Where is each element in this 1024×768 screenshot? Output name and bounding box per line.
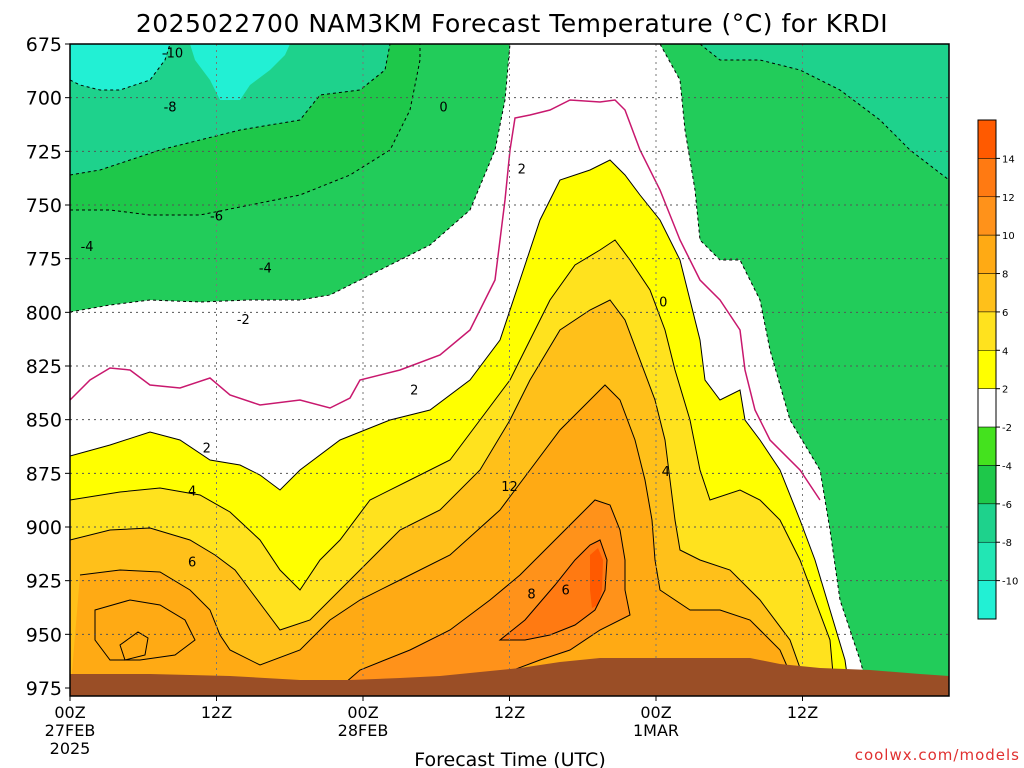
- legend-label: -10: [1002, 577, 1018, 588]
- contour-label: 12: [501, 480, 518, 495]
- contour-label: 0: [659, 296, 667, 311]
- contour-line-12c-left: [119, 631, 149, 661]
- x-tick-label: 00Z: [347, 703, 378, 722]
- x-tick-label: 1MAR: [633, 721, 679, 740]
- legend-label: 12: [1002, 193, 1015, 204]
- y-tick-label: 800: [26, 302, 62, 324]
- legend-label: -8: [1002, 538, 1012, 549]
- fill-minus10-region: [70, 44, 300, 100]
- legend-swatch: [977, 503, 997, 543]
- contour-line-upper-right: [699, 44, 949, 181]
- legend-swatch: [977, 273, 997, 313]
- contour-label: 6: [188, 555, 196, 570]
- fill-upper-right-region: [700, 44, 949, 180]
- fill-12c-region: [500, 540, 607, 640]
- contour-line-minus8: [70, 44, 171, 91]
- y-tick-label: 925: [26, 571, 62, 593]
- legend-label: 2: [1002, 385, 1008, 396]
- x-tick-label: 12Z: [494, 703, 525, 722]
- y-tick-label: 675: [26, 34, 62, 56]
- x-tick-label: 2025: [50, 739, 91, 758]
- contour-label: 4: [188, 485, 196, 500]
- contour-label: -2: [237, 313, 250, 328]
- y-tick-label: 775: [26, 249, 62, 271]
- y-tick-label: 950: [26, 624, 62, 646]
- contour-label: 2: [203, 442, 211, 457]
- contour-label: 8: [527, 588, 535, 603]
- terrain-ground: [70, 658, 949, 696]
- chart-title: 2025022700 NAM3KM Forecast Temperature (…: [136, 9, 888, 38]
- y-tick-label: 750: [26, 195, 62, 217]
- contour-labels: -10 -8 -6 -4 -4 -2 0 0 2 2 2 4 4 6 6 8 12: [81, 47, 670, 603]
- x-tick-label: 12Z: [787, 703, 818, 722]
- y-tick-label: 825: [26, 356, 62, 378]
- x-axis-title: Forecast Time (UTC): [414, 749, 605, 768]
- legend-label: -6: [1002, 500, 1012, 511]
- legend-label: 14: [1002, 154, 1015, 165]
- contour-line-10c: [329, 499, 631, 696]
- y-tick-label: 875: [26, 463, 62, 485]
- contour-label: -8: [164, 100, 177, 115]
- contour-line-4c: [70, 239, 836, 696]
- x-tick-label: 00Z: [54, 703, 85, 722]
- contour-line-minus4: [70, 44, 421, 216]
- cold-contour-lines: [70, 44, 949, 696]
- grid-lines: [70, 44, 949, 696]
- contour-label: 6: [562, 583, 570, 598]
- legend-swatch: [977, 465, 997, 505]
- legend-swatch: [977, 234, 997, 274]
- contour-line-right-minus2: [659, 44, 871, 696]
- contour-line-minus2: [70, 44, 511, 313]
- y-tick-label: 700: [26, 88, 62, 110]
- x-tick-label: 27FEB: [45, 721, 96, 740]
- fill-10c-region: [330, 500, 630, 696]
- watermark: coolwx.com/models: [855, 746, 1020, 764]
- freezing-lines: [70, 99, 821, 501]
- contour-label: -4: [81, 240, 94, 255]
- y-axis: 675 700 725 750 775 800 825 850 875 900 925 950 975: [26, 34, 70, 700]
- contour-label: 2: [410, 384, 418, 399]
- contour-line-6c: [70, 299, 811, 696]
- legend-label: 10: [1002, 231, 1015, 242]
- y-tick-label: 850: [26, 410, 62, 432]
- contour-line-minus6: [70, 44, 391, 176]
- x-tick-label: 00Z: [640, 703, 671, 722]
- contour-label: 4: [662, 465, 670, 480]
- legend-label: 6: [1002, 308, 1008, 319]
- legend-swatch: [977, 388, 997, 428]
- contour-label: 2: [518, 163, 526, 178]
- contour-line-12c: [498, 539, 608, 641]
- freezing-line-lower: [70, 99, 821, 501]
- legend-swatch: [977, 541, 997, 581]
- fill-14c-region: [590, 548, 603, 608]
- legend-label: -2: [1002, 423, 1012, 434]
- legend-swatch: [977, 196, 997, 236]
- contour-line-10c-left: [94, 599, 196, 661]
- contour-label: 0: [439, 100, 447, 115]
- legend-label: -4: [1002, 461, 1012, 472]
- y-tick-label: 975: [26, 678, 62, 700]
- contour-label: -10: [162, 47, 183, 62]
- y-tick-label: 900: [26, 517, 62, 539]
- legend-swatch: [977, 119, 997, 159]
- x-tick-label: 28FEB: [338, 721, 389, 740]
- legend-swatch: [977, 580, 997, 620]
- legend-label: 8: [1002, 270, 1008, 281]
- legend-swatch: [977, 311, 997, 351]
- y-tick-label: 725: [26, 141, 62, 163]
- contour-label: -6: [210, 210, 223, 225]
- legend-label: 4: [1002, 346, 1008, 357]
- x-tick-label: 12Z: [201, 703, 232, 722]
- color-legend: 14 12 10 8 6 4 2 -2 -4 -6 -8 -10: [977, 119, 1018, 620]
- legend-swatch: [977, 426, 997, 466]
- legend-frame: [977, 119, 997, 620]
- legend-swatch: [977, 158, 997, 198]
- contour-label: -4: [259, 261, 272, 276]
- legend-swatch: [977, 350, 997, 389]
